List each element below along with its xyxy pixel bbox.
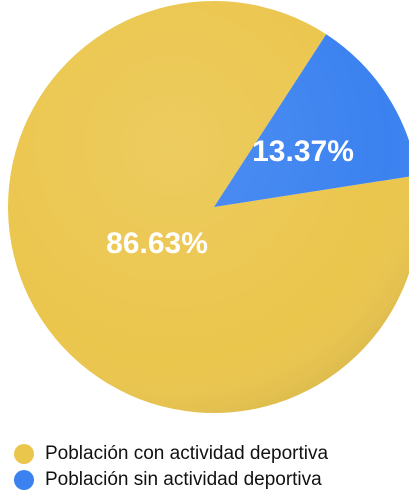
slice-label-sin-actividad: 13.37% (252, 135, 354, 168)
slices-layer (8, 1, 409, 413)
legend-swatch-sin-actividad (14, 470, 34, 490)
legend-swatch-con-actividad (14, 444, 34, 464)
legend: Población con actividad deportiva Poblac… (14, 441, 409, 493)
slice-labels-layer: 86.63% 13.37% (106, 135, 354, 260)
legend-label-con-actividad: Población con actividad deportiva (45, 443, 329, 464)
pie-plot-area: 86.63% 13.37% (8, 1, 409, 413)
slice-label-con-actividad: 86.63% (106, 227, 208, 260)
legend-item-sin-actividad[interactable]: Población sin actividad deportiva (14, 467, 409, 493)
legend-label-sin-actividad: Población sin actividad deportiva (45, 469, 322, 490)
legend-item-con-actividad[interactable]: Población con actividad deportiva (14, 441, 409, 467)
